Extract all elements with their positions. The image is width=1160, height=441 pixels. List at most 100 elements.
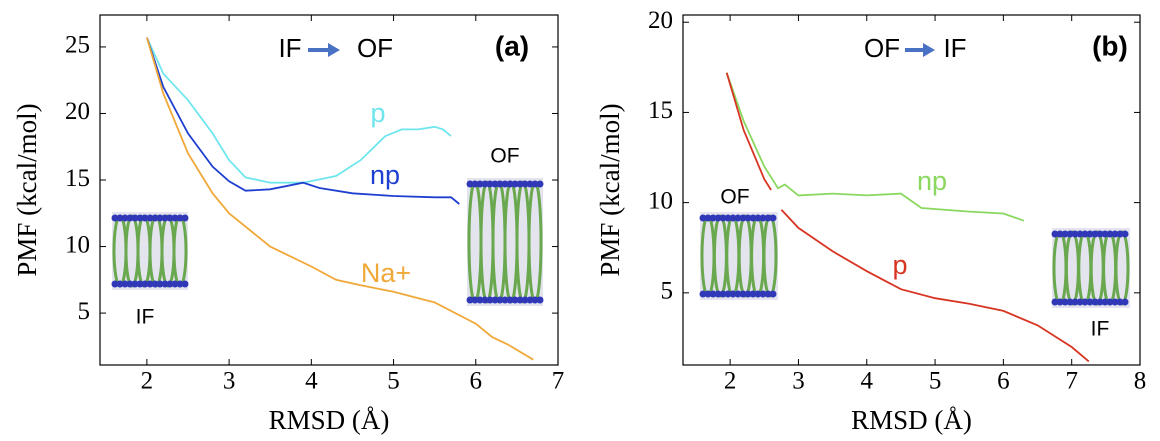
lipid-head [704, 290, 712, 298]
lipid-head [521, 296, 529, 304]
lipid-head [166, 280, 174, 288]
y-tick-label: 5 [661, 278, 674, 305]
lipid-head [1071, 298, 1079, 306]
lipid-head [1081, 298, 1089, 306]
lipid-head [734, 290, 742, 298]
title-from: IF [278, 33, 301, 63]
lipid-head [466, 296, 474, 304]
lipid-head [526, 180, 534, 188]
x-tick-label: 4 [861, 368, 874, 395]
lipid-head [516, 180, 524, 188]
x-tick-label: 5 [387, 368, 400, 395]
lipid-head [181, 280, 189, 288]
x-tick-label: 3 [223, 368, 236, 395]
panel-label: (a) [495, 30, 529, 61]
lipid-head [506, 180, 514, 188]
lipid-head [516, 296, 524, 304]
lipid-head [1066, 298, 1074, 306]
lipid-head [151, 280, 159, 288]
lipid-head [126, 280, 134, 288]
lipid-head [511, 180, 519, 188]
lipid-head [131, 214, 139, 222]
title-arrowhead [328, 43, 340, 57]
series-line [146, 37, 452, 184]
lipid-head [486, 180, 494, 188]
legend-label: np [917, 166, 947, 196]
lipid-head [1106, 230, 1114, 238]
lipid-head [511, 296, 519, 304]
lipid-head [1101, 230, 1109, 238]
lipid-head [699, 214, 707, 222]
lipid-head [1086, 298, 1094, 306]
lipid-head [1116, 230, 1124, 238]
lipid-head [699, 290, 707, 298]
lipid-head [719, 214, 727, 222]
lipid-head [759, 214, 767, 222]
lipid-head [1061, 298, 1069, 306]
lipid-head [161, 280, 169, 288]
lipid-head [1116, 298, 1124, 306]
lipid-head [1121, 298, 1129, 306]
lipid-head [536, 180, 544, 188]
y-tick-label: 5 [78, 298, 91, 325]
x-tick-label: 8 [1134, 368, 1147, 395]
y-tick-label: 25 [65, 32, 90, 59]
annotation: IF [136, 306, 155, 329]
y-axis-label: PMF (kcal/mol) [595, 103, 625, 276]
title-to: IF [943, 33, 966, 63]
protein-image [699, 212, 778, 300]
x-tick-label: 4 [305, 368, 318, 395]
annotation: IF [1091, 318, 1110, 341]
lipid-head [111, 214, 119, 222]
legend-label: p [892, 250, 907, 280]
lipid-head [1081, 230, 1089, 238]
x-tick-label: 3 [792, 368, 805, 395]
lipid-head [1111, 230, 1119, 238]
lipid-head [536, 296, 544, 304]
lipid-head [146, 280, 154, 288]
lipid-head [476, 296, 484, 304]
lipid-head [1091, 230, 1099, 238]
plot-frame [99, 14, 559, 366]
legend-label: np [370, 160, 400, 190]
annotation: OF [490, 145, 519, 168]
y-tick-label: 15 [65, 165, 90, 192]
lipid-head [769, 214, 777, 222]
lipid-head [734, 214, 742, 222]
lipid-head [111, 280, 119, 288]
lipid-head [486, 296, 494, 304]
lipid-head [739, 290, 747, 298]
lipid-head [724, 290, 732, 298]
lipid-head [714, 214, 722, 222]
lipid-head [1091, 298, 1099, 306]
lipid-head [719, 290, 727, 298]
y-tick-label: 20 [65, 98, 90, 125]
lipid-head [749, 290, 757, 298]
lipid-head [1076, 298, 1084, 306]
lipid-head [131, 280, 139, 288]
lipid-head [136, 214, 144, 222]
lipid-head [171, 280, 179, 288]
x-axis-label: RMSD (Å) [269, 405, 390, 435]
lipid-head [481, 180, 489, 188]
title-to: OF [357, 33, 393, 63]
lipid-head [729, 290, 737, 298]
lipid-head [1106, 298, 1114, 306]
lipid-head [126, 214, 134, 222]
lipid-head [744, 214, 752, 222]
legend-label: Na+ [361, 258, 411, 288]
lipid-head [136, 280, 144, 288]
lipid-head [146, 214, 154, 222]
lipid-head [491, 180, 499, 188]
title-arrowhead [923, 43, 935, 57]
lipid-head [739, 214, 747, 222]
lipid-head [704, 214, 712, 222]
x-axis-label: RMSD (Å) [851, 405, 972, 435]
legend-label: p [370, 98, 385, 128]
x-tick-label: 7 [552, 368, 565, 395]
x-tick-label: 5 [929, 368, 942, 395]
lipid-head [471, 296, 479, 304]
lipid-head [1056, 298, 1064, 306]
lipid-head [764, 290, 772, 298]
